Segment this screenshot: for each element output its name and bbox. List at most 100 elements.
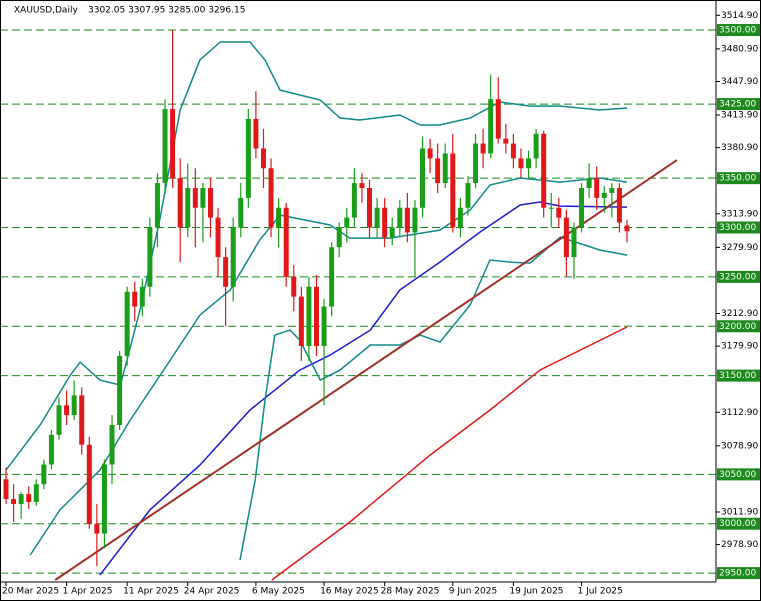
candle-body (329, 247, 335, 307)
candle-body (147, 227, 153, 287)
candle-body (526, 158, 532, 169)
candle-body (48, 434, 54, 465)
level-label: 3500.00 (719, 26, 756, 36)
level-label: 3425.00 (719, 100, 756, 110)
y-tick-label: 3413.90 (721, 111, 758, 121)
candle-body (101, 464, 107, 534)
candle-body (518, 158, 524, 169)
candle-body (480, 143, 486, 154)
y-tick-label: 3514.90 (721, 11, 758, 21)
y-tick-label: 3078.90 (721, 441, 758, 451)
candle-body (321, 306, 327, 347)
candle-body (33, 484, 39, 503)
candle-body (139, 286, 145, 307)
candle-body (473, 143, 479, 184)
candle-body (374, 207, 380, 228)
x-tick-label: 9 Jun 2025 (449, 587, 497, 597)
level-label-box (717, 24, 760, 37)
candle-body (510, 143, 516, 159)
indicator-line (29, 177, 628, 556)
candle-body (624, 225, 630, 232)
x-tick-label: 6 May 2025 (252, 587, 305, 597)
candle-body (412, 207, 418, 233)
candle-body (260, 148, 266, 169)
level-label: 3250.00 (719, 272, 756, 282)
candle-body (382, 207, 388, 238)
candle-body (495, 99, 501, 139)
candle-body (594, 178, 600, 198)
y-tick-label: 3179.90 (721, 342, 758, 352)
x-tick-label: 19 Jun 2025 (509, 587, 563, 597)
candle-body (306, 286, 312, 347)
candle-body (230, 227, 236, 287)
candle-body (313, 286, 319, 347)
candle-body (132, 291, 138, 307)
level-label: 3300.00 (719, 223, 756, 233)
level-label-box (717, 468, 760, 481)
y-tick-label: 3447.90 (721, 77, 758, 87)
x-tick-label: 16 May 2025 (320, 587, 379, 597)
candle-body (170, 109, 176, 179)
candle-body (427, 148, 433, 159)
x-tick-label: 28 May 2025 (381, 587, 440, 597)
plot-area (0, 29, 716, 581)
level-label-box (717, 369, 760, 382)
candle-body (117, 355, 123, 425)
candle-body (291, 276, 297, 297)
level-label: 3200.00 (719, 322, 756, 332)
candle-body (367, 188, 373, 228)
candle-body (268, 168, 274, 228)
candle-body (579, 188, 585, 228)
symbol-title: XAUUSD,Daily (14, 6, 78, 16)
candle-body (601, 192, 607, 198)
candle-body (200, 188, 206, 208)
level-label-box (717, 320, 760, 333)
x-tick-label: 20 Mar 2025 (2, 587, 59, 597)
level-label: 3000.00 (719, 519, 756, 529)
candle-body (56, 405, 62, 435)
candle-body (192, 188, 198, 208)
candle-body (215, 217, 221, 258)
candle-body (18, 494, 24, 504)
candle-body (442, 153, 448, 184)
candle-body (177, 178, 183, 228)
candle-body (503, 138, 509, 144)
candle-body (435, 158, 441, 184)
candle-body (344, 217, 350, 228)
candle-body (86, 444, 92, 524)
candle-body (488, 99, 494, 154)
y-tick-label: 3112.90 (721, 408, 758, 418)
candle-body (457, 207, 463, 228)
candle-body (541, 133, 547, 208)
indicator-line (271, 326, 628, 581)
indicator-line (99, 201, 628, 576)
level-label: 3350.00 (719, 174, 756, 184)
level-label-box (717, 98, 760, 111)
candle-body (276, 207, 282, 228)
level-label-box (717, 221, 760, 234)
candle-body (245, 118, 251, 198)
y-tick-label: 3380.90 (721, 143, 758, 153)
x-tick-label: 24 Apr 2025 (184, 587, 240, 597)
candle-body (238, 197, 244, 228)
candle-body (283, 207, 289, 277)
level-label: 3050.00 (719, 470, 756, 480)
candle-body (404, 207, 410, 233)
y-tick-label: 2978.90 (721, 540, 758, 550)
y-tick-label: 3011.90 (721, 507, 758, 517)
y-tick-label: 3212.90 (721, 309, 758, 319)
level-label: 3150.00 (719, 371, 756, 381)
level-label-box (717, 172, 760, 185)
candle-body (154, 183, 160, 228)
x-tick-label: 11 Apr 2025 (123, 587, 179, 597)
x-tick-label: 1 Jul 2025 (578, 587, 623, 597)
candle-body (556, 207, 562, 218)
indicator-line (239, 236, 628, 561)
candle-body (533, 133, 539, 159)
candle-body (351, 183, 357, 218)
candle-body (124, 291, 130, 356)
quote: 3302.05 3307.95 3285.00 3296.15 (88, 6, 245, 16)
candle-body (298, 296, 304, 347)
